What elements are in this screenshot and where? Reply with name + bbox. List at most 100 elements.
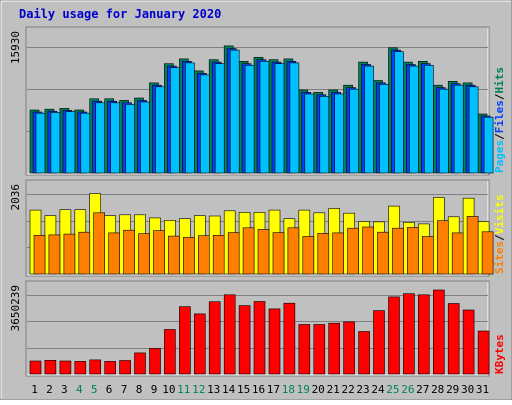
bar-kbytes-day-13: [208, 301, 221, 375]
x-tick-label: 26: [401, 383, 414, 396]
bar-pages-day-20: [319, 96, 330, 174]
x-tick-label: 3: [61, 383, 68, 396]
bar-pages-day-11: [185, 62, 195, 174]
bar-sites-day-3: [63, 233, 76, 275]
bar-sites-day-6: [108, 232, 120, 275]
bar-kbytes-day-4: [74, 361, 87, 375]
bar-pages-day-24: [379, 84, 389, 174]
bar-sites-day-12: [198, 235, 210, 275]
x-tick-label: 2: [46, 383, 53, 396]
bar-kbytes-day-7: [119, 360, 131, 375]
bar-sites-day-4: [78, 231, 91, 275]
x-tick-label: 4: [76, 383, 83, 396]
legend-item-hits: Hits: [493, 67, 506, 94]
x-tick-label: 9: [151, 383, 158, 396]
panel-visits-legend: Sites/Visits: [493, 195, 506, 275]
bar-kbytes-day-25: [388, 296, 400, 375]
bar-sites-day-28: [436, 220, 449, 275]
bar-kbytes-day-27: [417, 294, 430, 375]
bar-pages-day-17: [274, 63, 285, 174]
bar-sites-day-5: [93, 212, 105, 275]
bar-kbytes-day-14: [223, 294, 236, 375]
panel-kbytes-ymax-label: 3650239: [9, 285, 22, 331]
panel-hits-legend: Pages/Files/Hits: [493, 67, 506, 173]
bar-sites-day-22: [347, 227, 359, 275]
bar-sites-day-9: [153, 230, 165, 275]
bar-kbytes-day-24: [373, 310, 385, 375]
chart-title: Daily usage for January 2020: [19, 7, 221, 21]
bar-sites-day-17: [272, 232, 285, 275]
x-tick-label: 6: [106, 383, 113, 396]
bar-pages-day-10: [170, 67, 180, 174]
bar-pages-day-18: [289, 62, 300, 174]
bar-pages-day-29: [453, 84, 464, 174]
bar-sites-day-2: [48, 234, 61, 275]
bar-kbytes-day-21: [328, 322, 341, 375]
bar-sites-day-23: [362, 226, 374, 275]
bar-sites-day-18: [287, 227, 300, 275]
bar-sites-day-27: [421, 236, 434, 275]
bar-pages-day-30: [468, 86, 479, 174]
x-tick-label: 15: [237, 383, 250, 396]
bar-sites-day-13: [212, 235, 225, 275]
bar-sites-day-24: [377, 231, 389, 275]
bar-sites-day-10: [168, 235, 180, 275]
bar-pages-day-3: [65, 111, 76, 174]
bar-sites-day-14: [227, 232, 240, 275]
bar-kbytes-day-29: [447, 303, 460, 375]
bar-kbytes-day-10: [164, 329, 176, 375]
bar-sites-day-19: [302, 236, 315, 275]
x-tick-label: 25: [386, 383, 399, 396]
bar-pages-day-22: [349, 88, 359, 174]
bar-kbytes-day-19: [298, 324, 311, 375]
x-tick-label: 27: [416, 383, 429, 396]
legend-item-separator: /: [493, 234, 506, 241]
x-axis-labels: 1 2 3 4 5 6 7 8 9 10 11 12 13 14 15 16 17 18 19 20 21 22 23 24 2…: [31, 383, 489, 396]
x-tick-label: 29: [446, 383, 459, 396]
bar-sites-day-31: [481, 231, 494, 275]
bar-kbytes-day-20: [313, 324, 326, 375]
x-tick-label: 10: [162, 383, 175, 396]
bar-sites-day-25: [392, 227, 404, 275]
bar-pages-day-15: [244, 65, 255, 174]
bar-pages-day-2: [50, 112, 61, 174]
bar-pages-day-4: [80, 112, 91, 174]
x-tick-label: 7: [121, 383, 128, 396]
bar-pages-day-26: [409, 65, 419, 174]
bar-pages-day-27: [423, 65, 434, 174]
bar-pages-day-6: [110, 102, 120, 174]
panel-kbytes-legend: KBytes: [493, 334, 506, 374]
bar-kbytes-day-9: [149, 348, 161, 375]
bar-sites-day-7: [123, 229, 135, 275]
bar-sites-day-20: [317, 233, 330, 275]
bar-kbytes-day-2: [44, 359, 57, 375]
chart-panels: 15930Pages/Files/Hits2036Sites/Visits365…: [9, 26, 506, 377]
legend-item-files: Files: [493, 100, 506, 133]
bar-pages-day-12: [200, 74, 210, 174]
bar-kbytes-day-28: [432, 289, 445, 375]
bar-kbytes-day-6: [104, 361, 116, 375]
bar-pages-day-8: [140, 101, 150, 174]
x-tick-label: 31: [476, 383, 489, 396]
bar-sites-day-11: [183, 237, 195, 275]
bar-pages-day-23: [364, 65, 374, 174]
legend-item-pages: Pages: [493, 140, 506, 173]
bar-pages-day-16: [259, 60, 270, 174]
bar-sites-day-26: [407, 227, 419, 275]
bar-kbytes-day-12: [194, 313, 206, 375]
x-tick-label: 8: [136, 383, 143, 396]
x-tick-label: 14: [222, 383, 236, 396]
panel-visits-ymax-label: 2036: [9, 184, 22, 211]
x-tick-label: 1: [31, 383, 38, 396]
x-tick-label: 18: [282, 383, 295, 396]
x-tick-label: 20: [312, 383, 325, 396]
x-tick-label: 19: [297, 383, 310, 396]
bar-kbytes-day-5: [89, 359, 101, 375]
bar-sites-day-8: [138, 233, 150, 275]
x-tick-label: 16: [252, 383, 265, 396]
bar-kbytes-day-31: [477, 330, 490, 375]
x-tick-label: 13: [207, 383, 220, 396]
x-tick-label: 11: [177, 383, 190, 396]
bar-sites-day-16: [257, 229, 270, 275]
